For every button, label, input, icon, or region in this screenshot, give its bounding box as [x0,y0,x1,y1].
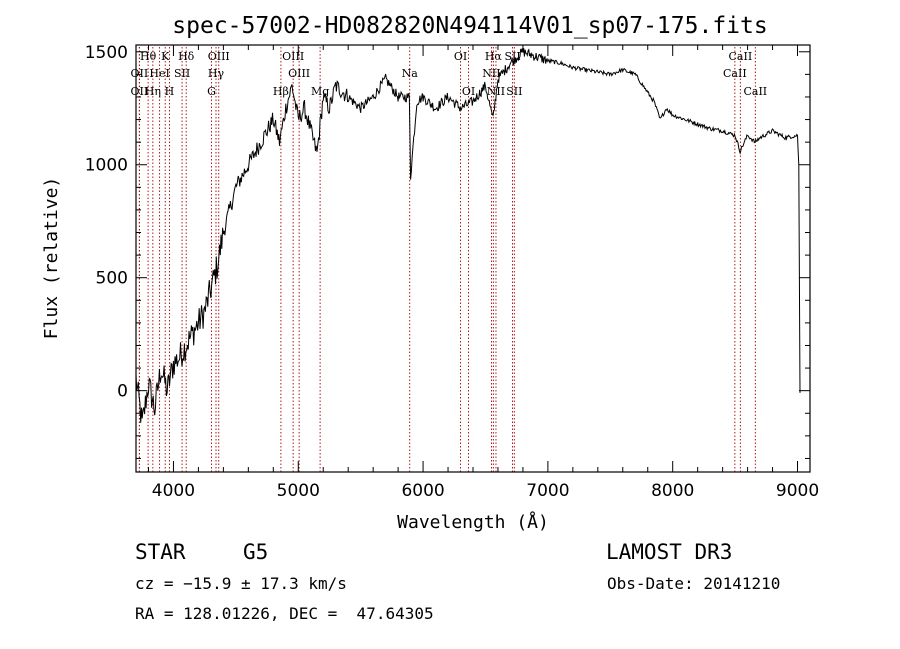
x-tick-label: 6000 [401,481,444,501]
line-marker-label: Hγ [208,67,225,80]
survey-label: LAMOST DR3 [606,540,733,564]
line-marker-label: CaII [729,50,753,63]
spectrum-chart: spec-57002-HD082820N494114V01_sp07-175.f… [41,13,819,533]
y-axis-label: Flux (relative) [41,177,62,340]
line-marker-label: OIII [288,67,310,80]
spectrum-line [135,48,801,423]
chart-title: spec-57002-HD082820N494114V01_sp07-175.f… [172,13,767,39]
plot-frame [135,44,811,473]
line-marker-label: CaII [743,85,767,98]
line-marker-label: Hθ [140,50,157,63]
line-marker-label: OII [131,85,149,98]
x-axis-label: Wavelength (Å) [397,511,549,533]
line-marker-label: CaII [723,67,747,80]
line-marker-label: NII [482,67,500,80]
line-marker-label: OIII [282,50,304,63]
line-marker-label: Hη [145,85,161,98]
y-tick-label: 1000 [85,156,128,176]
coords-text: RA = 128.01226, DEC = 47.64305 [135,604,434,623]
line-marker-label: OI [454,50,467,63]
line-marker-label: K [161,50,170,63]
line-marker-label: Hα [485,50,503,63]
x-tick-label: 4000 [152,481,195,501]
line-marker-label: G [207,85,216,98]
line-marker-label: Hβ [273,85,289,98]
y-tick-label: 0 [117,382,128,402]
spectrum-layer [135,48,801,423]
object-type: STAR [135,540,186,564]
line-marker-label: HeI [149,67,169,80]
x-tick-label: 7000 [526,481,569,501]
line-marker-label: SII [506,85,522,98]
line-marker-label: OI [462,85,475,98]
axis-ticks: 4000 5000 6000 7000 8000 9000 0 500 1000 1500 [85,43,819,501]
line-marker-label: Na [402,67,419,80]
redshift-text: cz = −15.9 ± 17.3 km/s [135,574,347,593]
y-tick-label: 500 [96,269,128,289]
line-marker-label: OII [131,67,149,80]
x-tick-label: 8000 [651,481,694,501]
line-marker-label: Hδ [178,50,195,63]
x-tick-label: 9000 [776,481,819,501]
object-subclass: G5 [243,540,269,564]
obs-date-text: Obs-Date: 20141210 [607,574,781,593]
line-marker-label: SII [174,67,190,80]
line-marker-label: Mg [311,85,329,98]
line-marker-label: H [165,85,175,98]
y-tick-label: 1500 [85,43,128,63]
line-markers: Hθ OII OII K HeI Hη SII H Hδ OIII Hγ G OIII OIII Hβ Mg N… [131,47,767,472]
line-marker-label: OIII [208,50,230,63]
x-tick-label: 5000 [277,481,320,501]
